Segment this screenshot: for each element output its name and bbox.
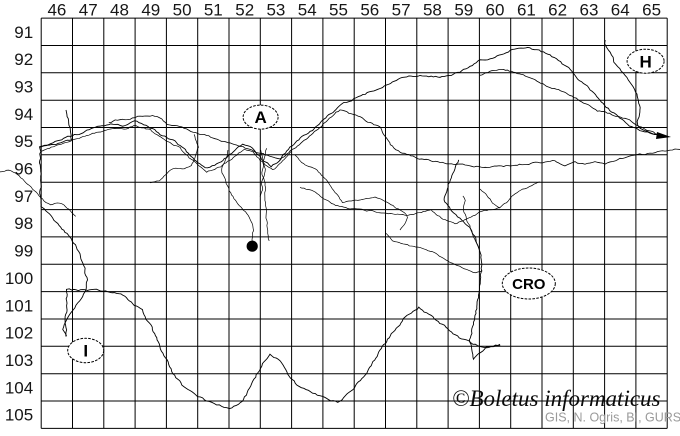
svg-text:64: 64 bbox=[611, 0, 630, 19]
svg-text:103: 103 bbox=[5, 351, 33, 370]
svg-text:CRO: CRO bbox=[512, 276, 546, 293]
svg-text:91: 91 bbox=[14, 23, 33, 42]
svg-text:55: 55 bbox=[329, 0, 348, 19]
svg-text:65: 65 bbox=[642, 0, 661, 19]
svg-text:©Boletus informaticus: ©Boletus informaticus bbox=[452, 386, 661, 411]
svg-text:58: 58 bbox=[423, 0, 442, 19]
svg-text:I: I bbox=[83, 342, 88, 361]
svg-text:46: 46 bbox=[47, 0, 66, 19]
svg-text:98: 98 bbox=[14, 214, 33, 233]
svg-text:97: 97 bbox=[14, 187, 33, 206]
svg-text:94: 94 bbox=[14, 105, 33, 124]
svg-text:60: 60 bbox=[486, 0, 505, 19]
svg-text:92: 92 bbox=[14, 50, 33, 69]
svg-text:A: A bbox=[254, 108, 266, 127]
svg-text:GIS, N. Ogris, BI, GURS: GIS, N. Ogris, BI, GURS bbox=[545, 411, 680, 425]
svg-text:105: 105 bbox=[5, 406, 33, 425]
svg-text:H: H bbox=[639, 52, 651, 71]
svg-text:101: 101 bbox=[5, 296, 33, 315]
svg-text:102: 102 bbox=[5, 324, 33, 343]
svg-text:50: 50 bbox=[173, 0, 192, 19]
svg-text:63: 63 bbox=[580, 0, 599, 19]
svg-text:48: 48 bbox=[110, 0, 129, 19]
svg-text:100: 100 bbox=[5, 269, 33, 288]
svg-text:57: 57 bbox=[392, 0, 411, 19]
svg-text:93: 93 bbox=[14, 78, 33, 97]
svg-text:99: 99 bbox=[14, 242, 33, 261]
svg-text:56: 56 bbox=[360, 0, 379, 19]
svg-text:61: 61 bbox=[517, 0, 536, 19]
svg-text:53: 53 bbox=[266, 0, 285, 19]
svg-text:52: 52 bbox=[235, 0, 254, 19]
svg-text:59: 59 bbox=[454, 0, 473, 19]
svg-text:51: 51 bbox=[204, 0, 223, 19]
svg-text:47: 47 bbox=[79, 0, 98, 19]
svg-text:95: 95 bbox=[14, 132, 33, 151]
svg-text:104: 104 bbox=[5, 378, 33, 397]
svg-text:96: 96 bbox=[14, 160, 33, 179]
svg-text:49: 49 bbox=[141, 0, 160, 19]
svg-text:62: 62 bbox=[548, 0, 567, 19]
svg-text:54: 54 bbox=[298, 0, 317, 19]
